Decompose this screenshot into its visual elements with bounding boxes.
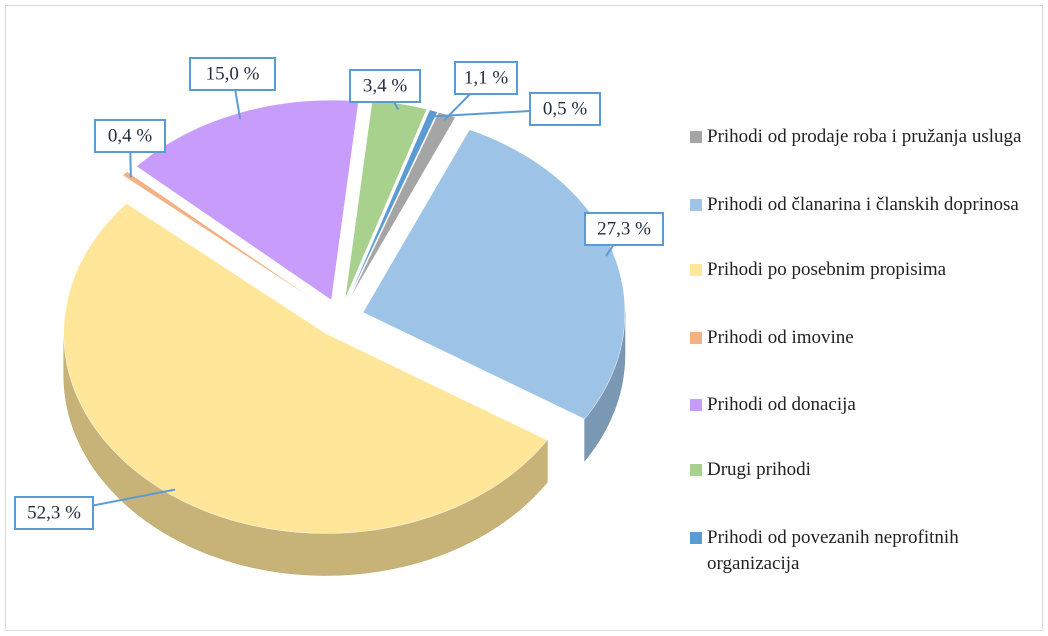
data-label: 0,5 % <box>543 98 588 119</box>
legend-swatch <box>690 199 702 211</box>
legend-swatch <box>690 332 702 344</box>
callout-box <box>529 92 601 126</box>
slice <box>362 129 626 420</box>
chart-border <box>5 5 1043 631</box>
data-label: 15,0 % <box>206 63 260 84</box>
legend-item: Drugi prihodi <box>690 457 1047 483</box>
legend-item: Prihodi od prodaje roba i pružanja uslug… <box>690 124 1047 150</box>
data-label: 27,3 % <box>597 218 651 239</box>
data-label: 3,4 % <box>363 75 408 96</box>
legend-label: Prihodi od članarina i članskih doprinos… <box>707 194 1019 215</box>
legend-label: Prihodi od povezanih neprofitnih organiz… <box>707 527 959 574</box>
legend-item: Prihodi po posebnim propisima <box>690 257 1047 283</box>
callout-box <box>189 57 276 91</box>
legend-label: Prihodi od imovine <box>707 327 854 348</box>
legend-label: Prihodi od donacija <box>707 394 856 415</box>
slice <box>63 203 548 534</box>
legend-item: Prihodi od članarina i članskih doprinos… <box>690 192 1047 218</box>
legend-swatch <box>690 131 702 143</box>
legend-item: Prihodi od donacija <box>690 392 1047 418</box>
callout-box <box>14 496 94 530</box>
callout-box <box>349 69 421 103</box>
callout-box <box>94 119 166 153</box>
data-label: 0,4 % <box>108 125 153 146</box>
legend-label: Prihodi od prodaje roba i pružanja uslug… <box>707 126 1022 147</box>
data-label: 52,3 % <box>27 502 81 523</box>
callout-box <box>584 212 664 246</box>
legend-swatch <box>690 532 702 544</box>
legend-swatch <box>690 464 702 476</box>
legend-label: Prihodi po posebnim propisima <box>707 259 947 280</box>
slice <box>347 109 438 301</box>
callout-box <box>454 61 518 95</box>
legend-item: Prihodi od povezanih neprofitnih organiz… <box>690 525 1047 577</box>
slice <box>122 171 323 306</box>
legend-swatch <box>690 399 702 411</box>
legend-item: Prihodi od imovine <box>690 325 1047 351</box>
legend-label: Drugi prihodi <box>707 459 811 480</box>
data-label: 1,1 % <box>464 67 509 88</box>
legend-swatch <box>690 264 702 276</box>
